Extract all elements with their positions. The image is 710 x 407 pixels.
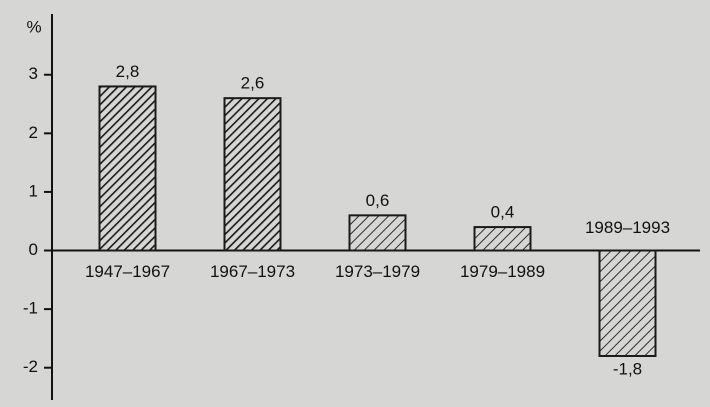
value-label: 0,4 xyxy=(491,203,515,222)
value-label: 2,6 xyxy=(241,74,265,93)
x-tick-label: 1973–1979 xyxy=(335,262,420,281)
value-label: 0,6 xyxy=(366,191,390,210)
x-tick-label: 1947–1967 xyxy=(85,262,170,281)
bar xyxy=(348,214,407,252)
y-tick-label: 0 xyxy=(29,240,38,259)
y-tick-label: 1 xyxy=(29,181,38,200)
y-axis-label: % xyxy=(26,17,41,36)
bar xyxy=(598,249,657,357)
value-label: -1,8 xyxy=(613,359,642,378)
x-tick-label: 1989–1993 xyxy=(585,218,670,237)
y-tick-label: -1 xyxy=(23,299,38,318)
y-tick-label: 2 xyxy=(29,123,38,142)
value-label: 2,8 xyxy=(116,62,140,81)
bar xyxy=(98,85,157,252)
bar xyxy=(223,97,282,252)
bar xyxy=(473,226,532,252)
x-tick-label: 1979–1989 xyxy=(460,262,545,281)
y-tick-label: 3 xyxy=(29,64,38,83)
x-tick-label: 1967–1973 xyxy=(210,262,295,281)
y-tick-label: -2 xyxy=(23,357,38,376)
